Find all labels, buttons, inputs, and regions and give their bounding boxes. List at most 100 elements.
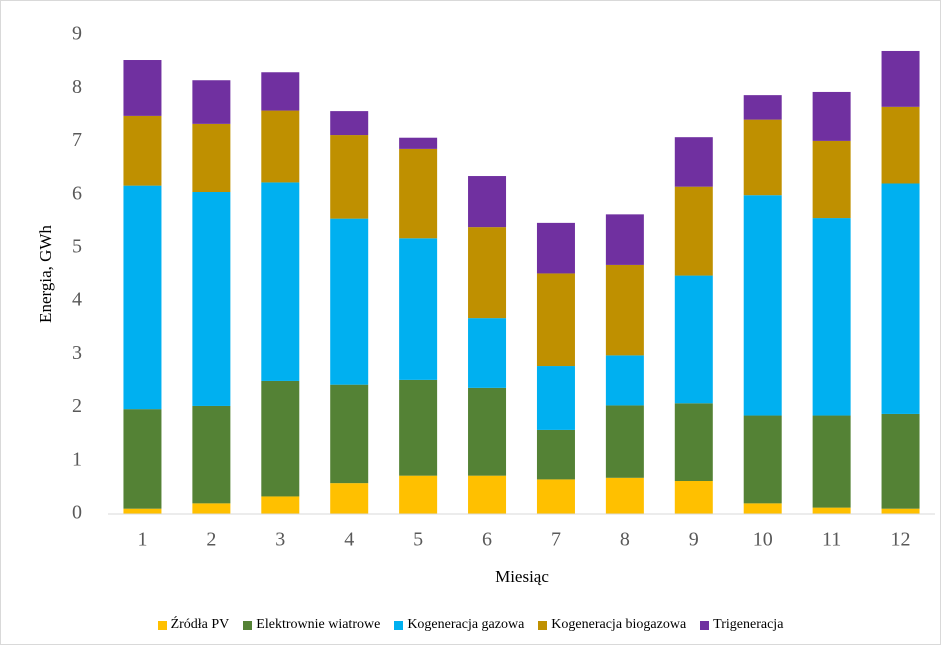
y-tick-label: 2: [72, 395, 82, 417]
bar-segment: [605, 405, 644, 478]
bar-segment: [881, 413, 920, 509]
bar-segment: [674, 481, 713, 514]
legend-label: Elektrownie wiatrowe: [256, 617, 381, 632]
bar-segment: [261, 182, 300, 381]
bar-segment: [468, 176, 507, 228]
bar-segment: [536, 366, 575, 430]
bar-segment: [261, 496, 300, 514]
bar-segment: [399, 238, 438, 380]
x-tick-label: 6: [482, 529, 492, 551]
bar-segment: [468, 318, 507, 388]
bar-segment: [192, 503, 231, 514]
bar-segment: [812, 218, 851, 416]
bar-segment: [812, 140, 851, 219]
bar-segment: [399, 475, 438, 514]
y-tick-label: 3: [72, 342, 82, 364]
bar-segment: [330, 135, 369, 219]
bar-segment: [330, 111, 369, 136]
bar-segment: [743, 415, 782, 504]
y-tick-label: 1: [72, 448, 82, 470]
bar-segment: [812, 91, 851, 141]
legend-swatch: [157, 620, 167, 630]
legend-item: Źródła PV: [157, 617, 230, 633]
bar-segment: [192, 80, 231, 124]
y-axis-title: Energia, GWh: [36, 225, 55, 323]
y-tick-label: 0: [72, 502, 82, 524]
legend-label: Kogeneracja gazowa: [407, 617, 525, 632]
bar-segment: [605, 264, 644, 356]
bar-segment: [123, 60, 162, 116]
legend: Źródła PV Elektrownie wiatrowe Kogeneracja…: [0, 617, 941, 633]
legend-item: Elektrownie wiatrowe: [243, 617, 380, 633]
legend-swatch: [538, 620, 548, 630]
bar-segment: [261, 72, 300, 111]
bar-segment: [812, 507, 851, 514]
bar-segment: [674, 403, 713, 482]
bar-segment: [468, 475, 507, 514]
legend-label: Kogeneracja biogazowa: [551, 617, 687, 632]
bar-segment: [605, 214, 644, 265]
bar-segment: [330, 384, 369, 484]
bar-segment: [812, 415, 851, 508]
legend-item: Kogeneracja gazowa: [394, 617, 524, 633]
bar-segment: [261, 110, 300, 183]
legend-item: Kogeneracja biogazowa: [538, 617, 686, 633]
y-tick-label: 6: [72, 182, 82, 204]
legend-swatch: [700, 620, 710, 630]
x-tick-label: 5: [413, 529, 423, 551]
bar-segment: [192, 405, 231, 504]
legend-label: Trigeneracja: [713, 617, 784, 632]
legend-item: Trigeneracja: [700, 617, 783, 633]
bar-segment: [743, 195, 782, 416]
x-tick-label: 11: [822, 529, 841, 551]
bar-segment: [399, 148, 438, 239]
bar-segment: [743, 95, 782, 120]
y-tick-label: 5: [72, 235, 82, 257]
x-tick-label: 3: [275, 529, 285, 551]
bar-segment: [123, 508, 162, 514]
bar-segment: [743, 503, 782, 514]
bar-segment: [881, 508, 920, 514]
bar-segment: [468, 227, 507, 319]
bar-segment: [399, 137, 438, 149]
bar-segment: [536, 222, 575, 274]
x-tick-label: 8: [620, 529, 630, 551]
bar-segment: [399, 379, 438, 476]
bar-segment: [123, 115, 162, 186]
bar-segment: [330, 218, 369, 385]
y-tick-label: 4: [72, 289, 82, 311]
bar-segment: [881, 106, 920, 184]
legend-label: Źródła PV: [170, 617, 230, 632]
y-tick-label: 8: [72, 76, 82, 98]
y-tick-label: 9: [72, 23, 82, 45]
x-tick-label: 1: [137, 529, 147, 551]
bar-segment: [674, 275, 713, 404]
bar-segment: [881, 183, 920, 414]
x-tick-label: 12: [891, 529, 911, 551]
bar-segment: [536, 273, 575, 367]
bar-segment: [536, 479, 575, 514]
bar-segment: [674, 186, 713, 276]
bar-segment: [192, 123, 231, 193]
bar-segment: [123, 409, 162, 509]
bar-segment: [881, 50, 920, 107]
bar-segment: [743, 119, 782, 196]
bar-segment: [468, 387, 507, 476]
legend-swatch: [394, 620, 404, 630]
bar-segment: [192, 192, 231, 406]
x-tick-label: 2: [206, 529, 216, 551]
bar-segment: [261, 380, 300, 497]
bar-segment: [605, 355, 644, 406]
x-tick-label: 7: [551, 529, 561, 551]
x-tick-label: 10: [753, 529, 773, 551]
bar-segment: [605, 477, 644, 514]
bar-segment: [123, 185, 162, 410]
bar-segment: [674, 137, 713, 187]
x-axis-title: Miesiąc: [495, 567, 549, 586]
x-tick-label: 4: [344, 529, 354, 551]
bar-segment: [536, 429, 575, 480]
bar-segment: [330, 483, 369, 514]
legend-swatch: [243, 620, 253, 630]
